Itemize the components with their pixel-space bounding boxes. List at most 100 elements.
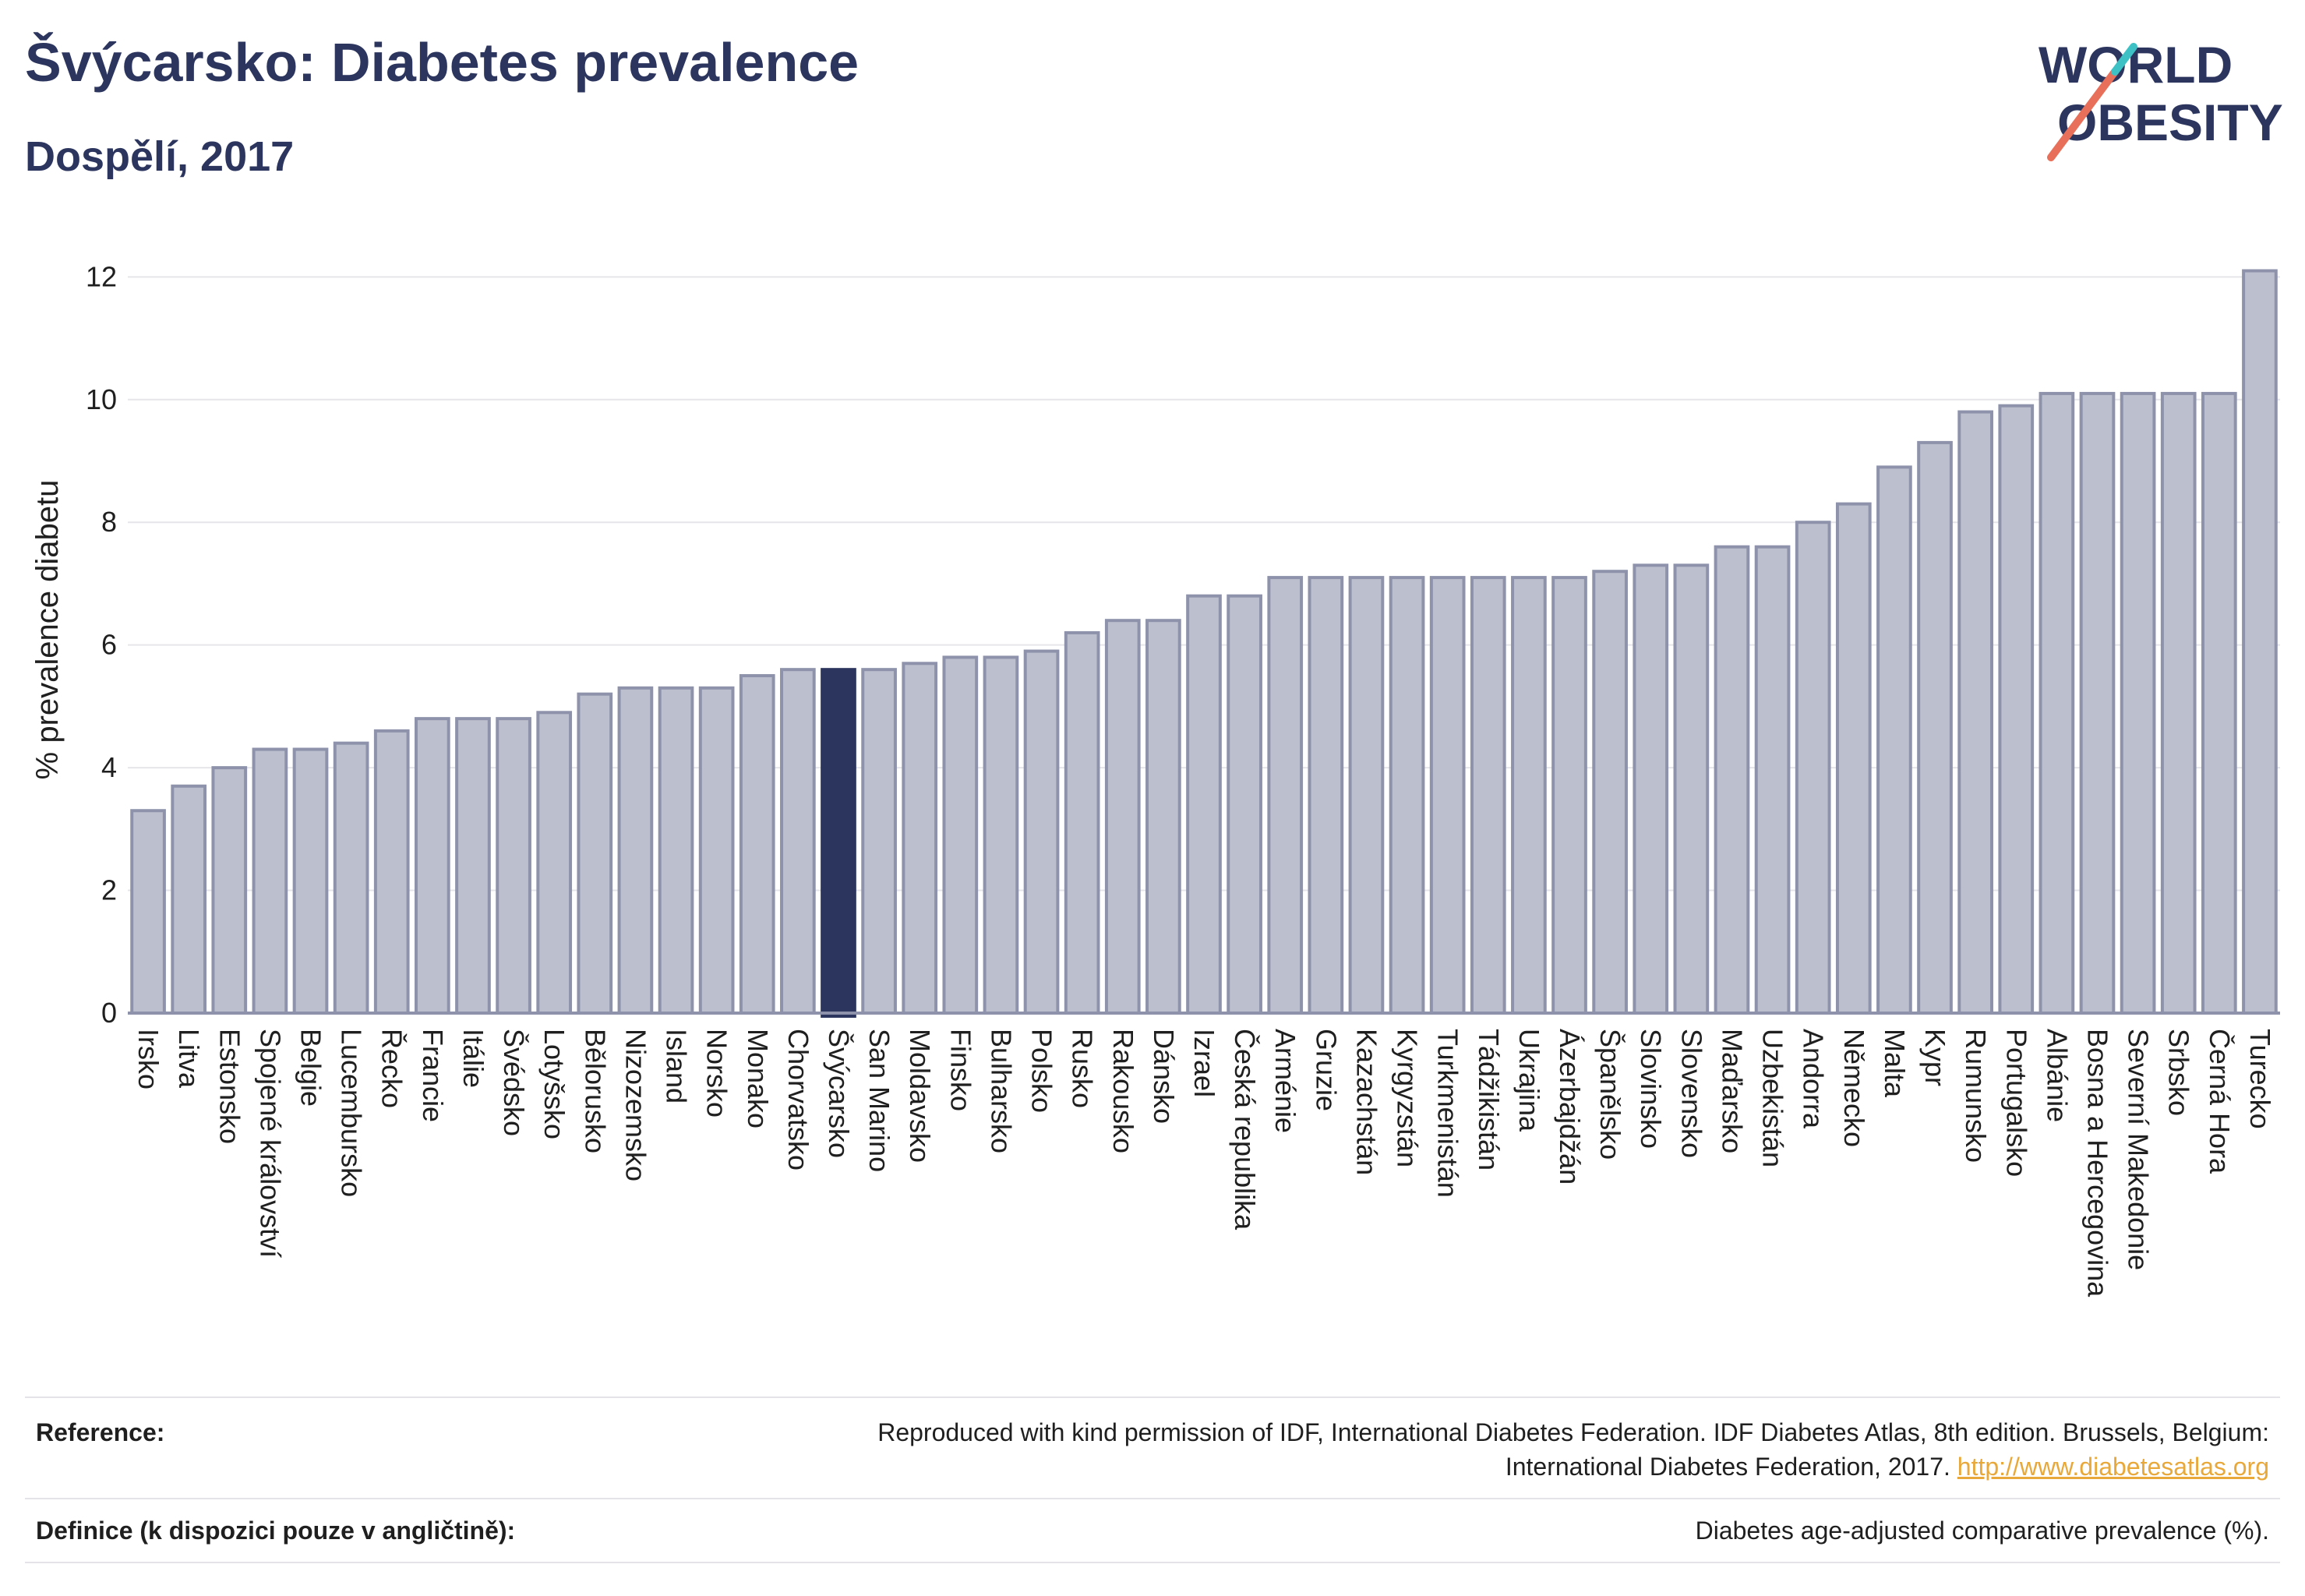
x-tick-label: Izrael [1188,1029,1220,1097]
x-tick-label: Portugalsko [2000,1029,2032,1177]
bar [1957,410,1993,1015]
x-tick-label: Slovensko [1675,1029,1707,1158]
bar [2201,391,2237,1015]
bar [2038,391,2075,1015]
reference-label: Reference: [36,1418,165,1446]
x-tick-label: Arménie [1269,1029,1301,1133]
bar [983,655,1019,1015]
bar [861,668,897,1015]
x-tick-label: Slovinsko [1635,1029,1667,1149]
logo-slash-upper [2111,43,2137,76]
bar [1145,619,1181,1015]
x-tick-label: Island [661,1029,693,1103]
x-tick-label: Andorra [1798,1029,1830,1129]
bar [1592,570,1628,1015]
x-tick-label: Lucembursko [336,1029,368,1197]
x-tick-label: Monako [742,1029,774,1128]
x-tick-label: Česká republika [1229,1029,1261,1231]
x-tick-label: Litva [173,1029,205,1089]
bar [1551,576,1587,1015]
bar [292,747,329,1015]
reference-link[interactable]: http://www.diabetesatlas.org [1957,1453,2269,1481]
bar [821,668,856,1019]
bar [1267,576,1304,1015]
bar [739,674,775,1015]
y-tick-label: 2 [101,874,117,906]
x-tick-label: Norsko [701,1029,733,1118]
bar [2160,391,2197,1015]
x-tick-label: Finsko [944,1029,976,1111]
x-tick-label: Nizozemsko [619,1029,651,1181]
x-tick-label: Gruzie [1310,1029,1342,1111]
bar [1348,576,1385,1015]
x-tick-label: Rusko [1067,1029,1099,1108]
bar [1023,649,1060,1015]
x-tick-label: Albánie [2041,1029,2073,1122]
definition-label: Definice (k dispozici pouze v angličtině… [36,1517,516,1545]
reference-row: Reference: Reproduced with kind permissi… [25,1396,2280,1498]
bar [1917,440,1953,1015]
x-tick-label: Turkmenistán [1432,1029,1464,1198]
bar [902,662,938,1015]
reference-text: Reproduced with kind permission of IDF, … [711,1415,2269,1484]
bars [130,269,2278,1019]
bar [1104,619,1141,1015]
x-tick-label: Španělsko [1594,1029,1626,1160]
x-tick-label: Irsko [132,1029,164,1089]
x-tick-label: Bulharsko [985,1029,1017,1153]
x-tick-label: Severní Makedonie [2123,1029,2155,1270]
bar [1835,502,1872,1015]
x-tick-label: Kypr [1919,1029,1951,1086]
x-tick-label: Kyrgyzstán [1392,1029,1424,1167]
x-tick-label: Německo [1838,1029,1870,1147]
definition-text: Diabetes age-adjusted comparative preval… [1695,1517,2269,1545]
bar [536,711,573,1015]
x-tick-label: Uzbekistán [1757,1029,1789,1167]
bar [2242,269,2278,1015]
x-tick-label: Malta [1879,1029,1911,1098]
bar [415,717,450,1015]
footer-table: Reference: Reproduced with kind permissi… [25,1396,2280,1563]
bar [130,809,166,1015]
y-tick-labels: 0 2 4 6 8 10 12 [86,260,117,1029]
chart-subtitle: Dospělí, 2017 [25,133,295,180]
bar [2120,391,2156,1015]
bar [1714,545,1750,1015]
x-tick-label: Spojené království [254,1029,286,1258]
bar [1673,563,1710,1015]
y-tick-label: 0 [101,997,117,1029]
x-tick-label: San Marino [863,1029,895,1172]
definition-row: Definice (k dispozici pouze v angličtině… [25,1498,2280,1563]
bar [658,686,694,1015]
bar [1470,576,1506,1015]
x-tick-label: Francie [417,1029,449,1122]
x-tick-label: Bělorusko [579,1029,611,1153]
x-tick-label: Srbsko [2163,1029,2195,1116]
bar [698,686,735,1015]
x-tick-label: Chorvatsko [782,1029,814,1171]
x-tick-label: Estonsko [214,1029,245,1144]
bar [1429,576,1466,1015]
x-tick-label: Švýcarsko [823,1029,855,1158]
bar [1795,521,1831,1015]
reference-line-1: Reproduced with kind permission of IDF, … [877,1418,2269,1446]
x-tick-label: Černá Hora [2204,1029,2236,1174]
bar [1754,545,1791,1015]
x-tick-label: Bosna a Hercegovina [2081,1029,2113,1298]
x-tick-label: Turecko [2244,1029,2276,1129]
x-tick-label: Lotyšsko [538,1029,570,1139]
bar-chart: 0 2 4 6 8 10 12 Irsko Litva Estonsko Spojené král… [30,260,2280,1298]
bar [252,747,288,1015]
bar [617,686,654,1015]
x-tick-label: Ázerbajdžán [1554,1029,1586,1185]
bar [455,717,491,1015]
logo-slash-lower [2047,68,2119,161]
x-tick-labels: Irsko Litva Estonsko Spojené království Belg… [132,1029,2276,1298]
bar [942,655,979,1015]
x-tick-label: Polsko [1026,1029,1058,1113]
bar [1064,630,1100,1015]
chart-title: Švýcarsko: Diabetes prevalence [25,32,860,93]
y-axis-label: % prevalence diabetu [30,480,65,780]
bar [171,784,207,1015]
bar [373,729,410,1015]
